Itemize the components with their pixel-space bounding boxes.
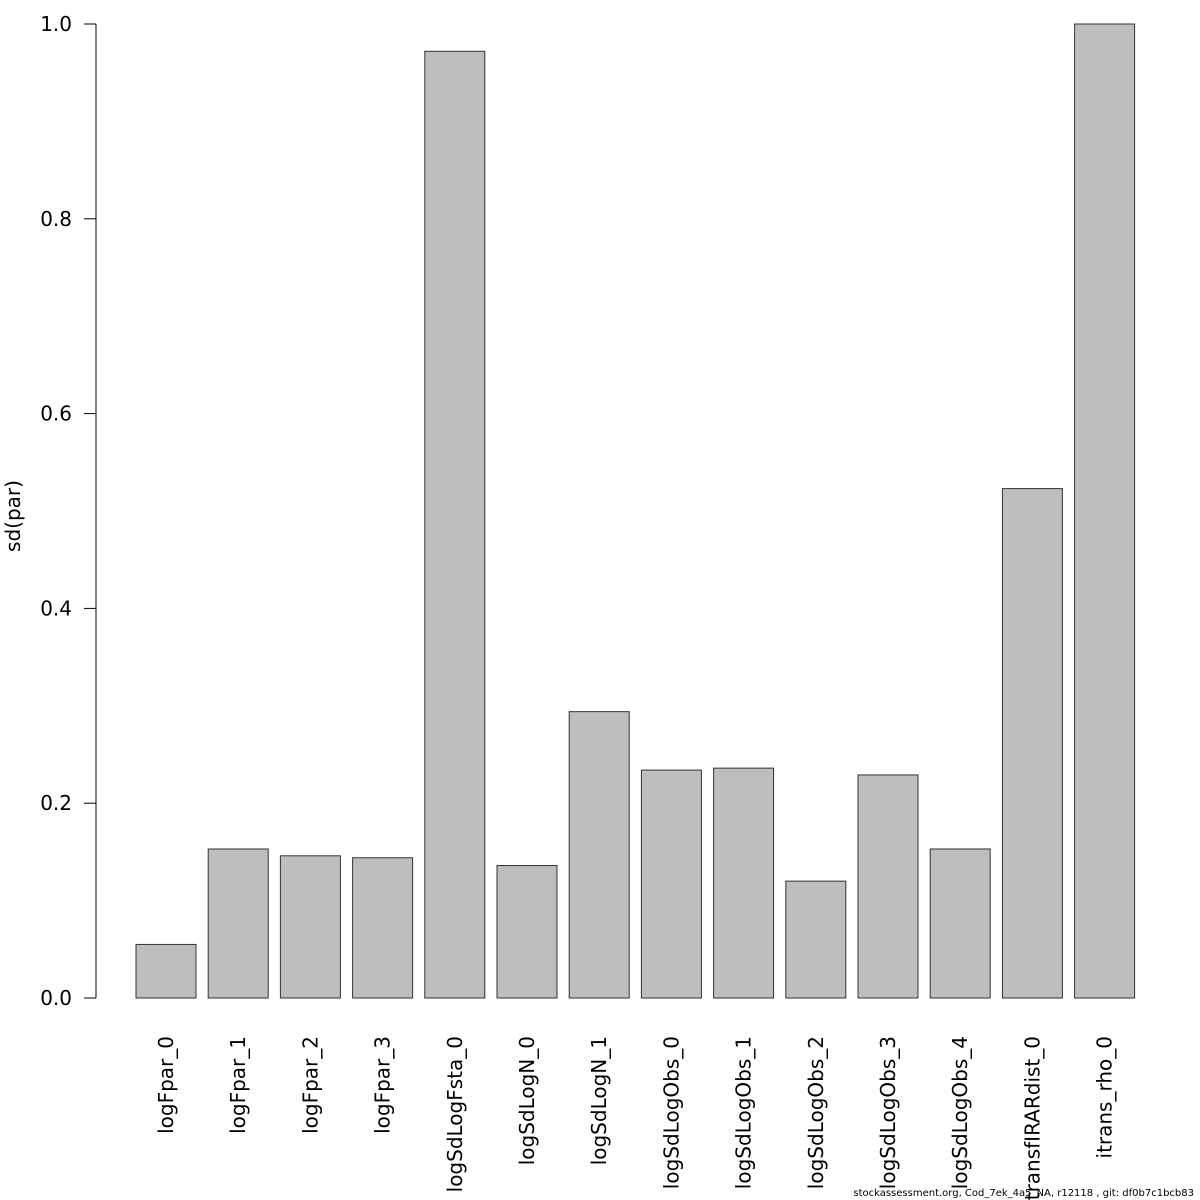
- x-tick-label: itrans_rho_0: [1093, 1036, 1117, 1158]
- x-tick-label: logSdLogN_1: [587, 1036, 611, 1165]
- footer-credit: stockassessment.org, Cod_7ek_4a5_NA, r12…: [853, 1188, 1194, 1199]
- x-tick-label: logSdLogObs_3: [876, 1036, 900, 1189]
- bar-logFpar_3: [352, 857, 414, 999]
- x-tick-label: logSdLogObs_2: [804, 1036, 828, 1189]
- bar-logSdLogN_0: [496, 865, 558, 999]
- x-tick-label: logSdLogObs_4: [948, 1036, 972, 1189]
- y-tick-label: 0.2: [40, 791, 72, 815]
- bar-logSdLogObs_2: [785, 880, 847, 999]
- y-axis: 0.0 0.2 0.4 0.6 0.8 1.0: [40, 12, 97, 1010]
- bar-logSdLogN_1: [568, 711, 630, 999]
- bar-logSdLogObs_4: [929, 848, 991, 999]
- bar-logSdLogObs_3: [857, 774, 919, 999]
- x-tick-label: logSdLogFsta_0: [443, 1036, 467, 1192]
- x-tick-label: logFpar_1: [226, 1036, 250, 1134]
- x-tick-label: logSdLogN_0: [515, 1036, 539, 1165]
- x-axis-labels: logFpar_0 logFpar_1 logFpar_2 logFpar_3 logS…: [154, 1036, 1117, 1200]
- y-tick-label: 0.4: [40, 596, 72, 620]
- bar-logFpar_0: [135, 943, 197, 999]
- y-tick-label: 0.0: [40, 986, 72, 1010]
- y-tick-label: 0.6: [40, 402, 72, 426]
- bar-transfIRARdist_0: [1001, 488, 1063, 999]
- x-tick-label: logSdLogObs_1: [732, 1036, 756, 1189]
- x-tick-label: logFpar_3: [371, 1036, 395, 1134]
- x-tick-label: logFpar_0: [154, 1036, 178, 1134]
- bar-logFpar_2: [279, 855, 341, 999]
- bar-itrans_rho_0: [1074, 23, 1136, 999]
- x-tick-label: logFpar_2: [298, 1036, 322, 1134]
- x-tick-label: transfIRARdist_0: [1020, 1036, 1044, 1200]
- bar-logFpar_1: [207, 848, 269, 999]
- bars: [135, 23, 1136, 999]
- bar-logSdLogFsta_0: [424, 50, 486, 999]
- y-axis-title: sd(par): [1, 480, 25, 552]
- y-tick-label: 1.0: [40, 12, 72, 36]
- bar-logSdLogObs_0: [640, 769, 702, 999]
- bar-logSdLogObs_1: [713, 767, 775, 999]
- x-tick-label: logSdLogObs_0: [659, 1036, 683, 1189]
- y-tick-label: 0.8: [40, 207, 72, 231]
